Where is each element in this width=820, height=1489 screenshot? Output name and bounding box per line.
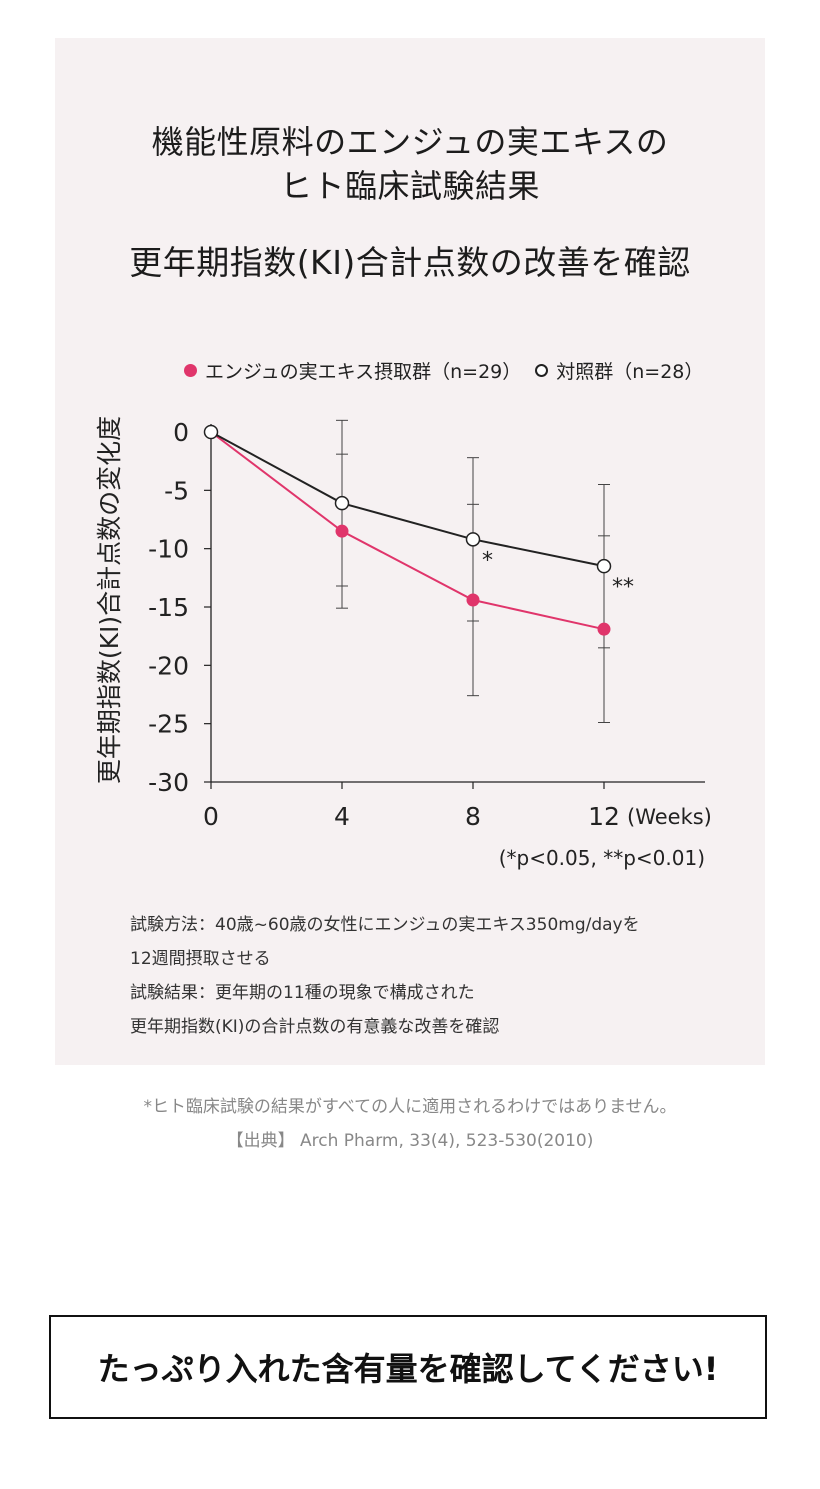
x-tick-label: 8 xyxy=(465,802,481,831)
x-tick-label: 0 xyxy=(203,802,219,831)
data-point-series2 xyxy=(465,532,481,547)
method-line2: 12週間摂取させる xyxy=(130,949,271,969)
y-tick-label: -15 xyxy=(148,593,189,622)
x-unit-label: (Weeks) xyxy=(627,805,712,829)
significance-annotation: ** xyxy=(612,575,634,600)
legend-label-series1: エンジュの実エキス摂取群（n=29） xyxy=(205,361,522,383)
data-point-series1 xyxy=(466,593,480,607)
series-line-2 xyxy=(210,431,605,568)
legend-marker-filled xyxy=(184,364,197,377)
y-tick-label: -5 xyxy=(164,476,189,505)
data-point-series1 xyxy=(597,622,611,636)
method-line1: 試験方法：40歳~60歳の女性にエンジュの実エキス350mg/dayを xyxy=(130,915,640,935)
source-citation: 【出典】 Arch Pharm, 33(4), 523-530(2010) xyxy=(226,1131,594,1151)
x-tick-label: 4 xyxy=(334,802,350,831)
data-point-series1 xyxy=(335,524,349,538)
method-text: 試験方法：40歳~60歳の女性にエンジュの実エキス350mg/dayを 12週間… xyxy=(130,908,640,1044)
data-point-series2 xyxy=(596,558,612,574)
data-point-series2 xyxy=(334,495,350,511)
legend-marker-open xyxy=(535,364,549,377)
page-title-line1: 機能性原料のエンジュの実エキスの xyxy=(151,123,669,161)
legend-label-series2: 対照群（n=28） xyxy=(556,361,704,383)
chart-legend: エンジュの実エキス摂取群（n=29） 対照群（n=28） xyxy=(184,357,703,384)
significance-annotation: * xyxy=(482,548,493,573)
check-content-button[interactable]: たっぷり入れた含有量を確認してください! xyxy=(49,1315,767,1419)
method-line4: 更年期指数(KI)の合計点数の有意義な改善を確認 xyxy=(130,1017,500,1037)
y-axis-label: 更年期指数(KI)合計点数の変化度 xyxy=(95,416,124,784)
check-content-label: たっぷり入れた含有量を確認してください! xyxy=(97,1350,719,1388)
disclaimer-text: *ヒト臨床試験の結果がすべての人に適用されるわけではありません。 xyxy=(143,1097,677,1117)
y-tick-label: 0 xyxy=(173,418,189,447)
chart-panel xyxy=(55,38,765,1065)
data-point-series2 xyxy=(203,424,219,440)
line-chart: 0 -5 -10 -15 -20 -25 -30 0 4 8 12 (Weeks) 更年期指数(KI)合… xyxy=(95,416,712,831)
x-tick-label: 12 xyxy=(588,802,620,831)
method-line3: 試験結果：更年期の11種の現象で構成された xyxy=(130,983,475,1003)
chart-title: 更年期指数(KI)合計点数の改善を確認 xyxy=(129,243,691,282)
significance-note: (*p<0.05, **p<0.01) xyxy=(498,846,705,870)
y-tick-label: -30 xyxy=(148,768,189,797)
y-tick-label: -10 xyxy=(148,535,189,564)
series-line-1 xyxy=(210,431,605,631)
y-tick-label: -20 xyxy=(148,651,189,680)
y-tick-label: -25 xyxy=(148,710,189,739)
page-title-line2: ヒト臨床試験結果 xyxy=(279,167,540,205)
